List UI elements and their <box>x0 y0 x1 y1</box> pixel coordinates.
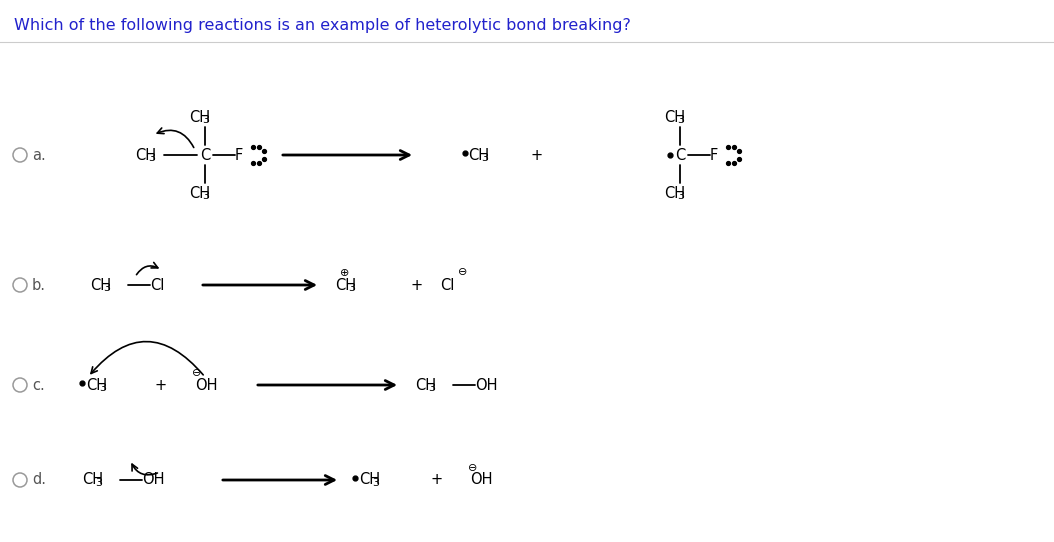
Text: 3: 3 <box>678 115 684 125</box>
Text: CH: CH <box>86 377 108 392</box>
Text: 3: 3 <box>202 115 210 125</box>
Text: OH: OH <box>195 377 217 392</box>
Text: ⊕: ⊕ <box>340 268 349 278</box>
Text: OH: OH <box>475 377 497 392</box>
Text: 3: 3 <box>349 283 355 293</box>
Text: C: C <box>675 147 685 163</box>
Text: 3: 3 <box>103 283 111 293</box>
Text: d.: d. <box>32 473 46 487</box>
Text: CH: CH <box>359 473 380 487</box>
Text: CH: CH <box>664 185 685 201</box>
Text: +: + <box>430 473 442 487</box>
Text: CH: CH <box>415 377 436 392</box>
Text: ⊖: ⊖ <box>468 463 477 473</box>
Text: CH: CH <box>189 185 210 201</box>
Text: b.: b. <box>32 278 46 293</box>
Text: F: F <box>710 147 718 163</box>
Text: 3: 3 <box>202 191 210 201</box>
Text: OH: OH <box>142 473 164 487</box>
Text: 3: 3 <box>149 153 155 163</box>
Text: c.: c. <box>32 377 44 392</box>
Text: 3: 3 <box>428 383 435 393</box>
Text: CH: CH <box>82 473 103 487</box>
Text: F: F <box>235 147 243 163</box>
Text: OH: OH <box>470 473 492 487</box>
Text: C: C <box>200 147 210 163</box>
Text: Cl: Cl <box>150 278 164 293</box>
Text: CH: CH <box>135 147 156 163</box>
Text: CH: CH <box>189 109 210 125</box>
Text: CH: CH <box>664 109 685 125</box>
Text: +: + <box>410 278 422 293</box>
Text: CH: CH <box>90 278 111 293</box>
Text: +: + <box>530 147 542 163</box>
Text: a.: a. <box>32 147 45 163</box>
Text: +: + <box>155 377 168 392</box>
Text: ⊖: ⊖ <box>458 267 467 277</box>
Text: Which of the following reactions is an example of heterolytic bond breaking?: Which of the following reactions is an e… <box>14 18 631 33</box>
Text: 3: 3 <box>99 383 106 393</box>
Text: 3: 3 <box>678 191 684 201</box>
Text: 3: 3 <box>96 478 102 488</box>
Text: CH: CH <box>335 278 356 293</box>
Text: Cl: Cl <box>440 278 454 293</box>
Text: ⊖: ⊖ <box>192 368 201 378</box>
Text: CH: CH <box>468 147 489 163</box>
Text: 3: 3 <box>372 478 379 488</box>
Text: 3: 3 <box>482 153 488 163</box>
